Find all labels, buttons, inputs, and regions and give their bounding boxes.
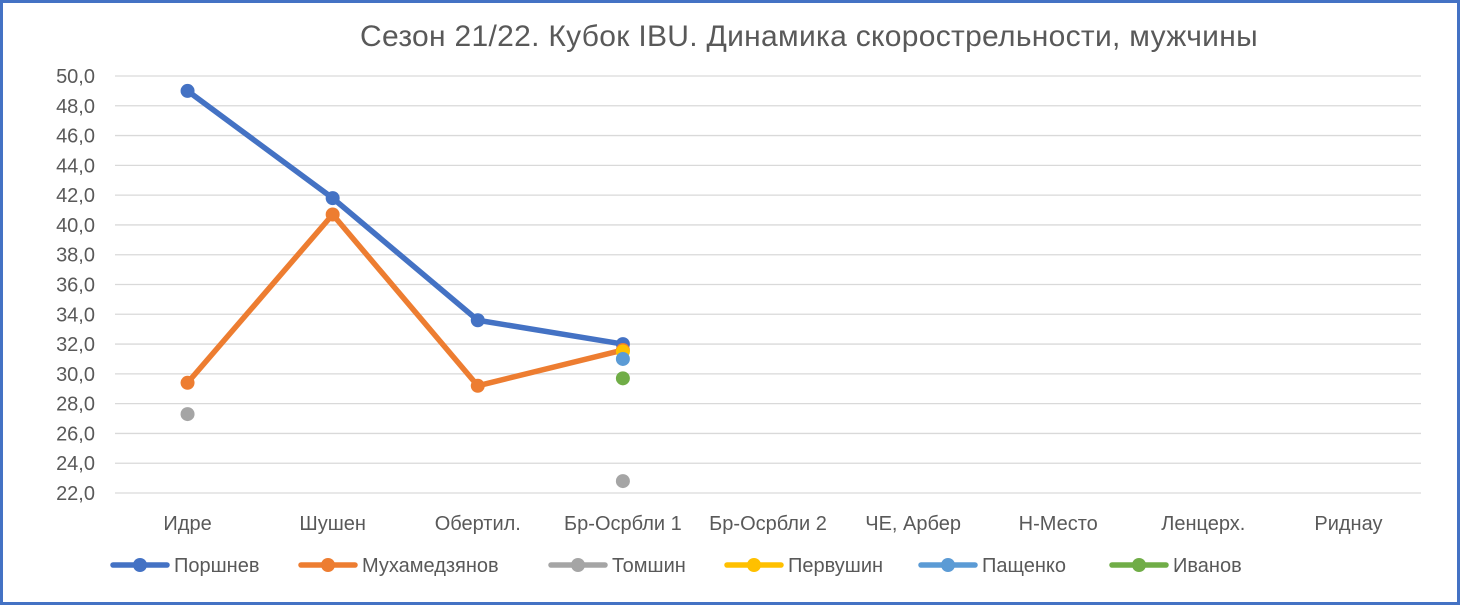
data-point: [615, 474, 630, 489]
legend-label: Поршнев: [174, 555, 259, 577]
data-point: [180, 83, 195, 98]
data-point: [325, 191, 340, 206]
data-point: [615, 371, 630, 386]
y-tick-label: 42,0: [56, 185, 95, 207]
x-tick-label: Ленцерх.: [1161, 513, 1245, 535]
series-line: [184, 88, 626, 347]
x-tick-label: Обертил.: [435, 513, 521, 535]
series-поршнев: [180, 83, 630, 352]
series-line: [184, 211, 626, 389]
y-tick-label: 22,0: [56, 483, 95, 505]
y-tick-label: 46,0: [56, 126, 95, 148]
x-tick-label: Риднау: [1314, 513, 1382, 535]
series-layer: [180, 83, 630, 489]
y-tick-label: 36,0: [56, 275, 95, 297]
legend-label: Первушин: [788, 555, 883, 577]
data-point: [615, 351, 630, 366]
legend: Поршнев Мухамедзянов Томшин Первушин Пащенко…: [110, 555, 1242, 577]
data-point: [470, 313, 485, 328]
legend-item-мухамедзянов: Мухамедзянов: [298, 555, 499, 577]
series-иванов: [615, 371, 630, 386]
legend-marker: [747, 558, 761, 572]
x-tick-label: ЧЕ, Арбер: [865, 513, 961, 535]
chart-title: Сезон 21/22. Кубок IBU. Динамика скорост…: [360, 20, 1258, 53]
legend-marker: [1132, 558, 1146, 572]
y-tick-label: 50,0: [56, 66, 95, 88]
x-tick-label: Бр-Осрбли 2: [709, 513, 827, 535]
legend-label: Томшин: [612, 555, 686, 577]
legend-item-поршнев: Поршнев: [110, 555, 259, 577]
gridlines: [115, 75, 1421, 494]
series-пащенко: [615, 351, 630, 366]
y-tick-label: 28,0: [56, 394, 95, 416]
y-tick-label: 24,0: [56, 453, 95, 475]
legend-label: Иванов: [1173, 555, 1242, 577]
legend-item-пащенко: Пащенко: [918, 555, 1066, 577]
x-tick-label: Н-Место: [1019, 513, 1098, 535]
legend-marker: [941, 558, 955, 572]
legend-marker: [571, 558, 585, 572]
legend-label: Мухамедзянов: [362, 555, 499, 577]
x-axis-ticks: Идре Шушен Обертил. Бр-Осрбли 1 Бр-Осрбли 2 Ч…: [163, 513, 1382, 535]
line-chart: Сезон 21/22. Кубок IBU. Динамика скорост…: [56, 20, 1421, 577]
y-axis-ticks: 22,0 24,0 26,0 28,0 30,0 32,0 34,0 36,0 38,0 40,0…: [56, 66, 95, 505]
y-tick-label: 38,0: [56, 245, 95, 267]
x-tick-label: Бр-Осрбли 1: [564, 513, 682, 535]
x-tick-label: Шушен: [299, 513, 366, 535]
y-tick-label: 44,0: [56, 155, 95, 177]
legend-label: Пащенко: [982, 555, 1066, 577]
legend-item-томшин: Томшин: [548, 555, 686, 577]
x-tick-label: Идре: [163, 513, 211, 535]
data-point: [325, 207, 340, 222]
legend-marker: [133, 558, 147, 572]
y-tick-label: 26,0: [56, 423, 95, 445]
series-томшин: [180, 407, 630, 489]
data-point: [180, 375, 195, 390]
y-tick-label: 34,0: [56, 304, 95, 326]
y-tick-label: 32,0: [56, 334, 95, 356]
legend-item-иванов: Иванов: [1109, 555, 1242, 577]
y-tick-label: 40,0: [56, 215, 95, 237]
y-tick-label: 48,0: [56, 96, 95, 118]
legend-item-первушин: Первушин: [724, 555, 883, 577]
data-point: [180, 407, 195, 422]
legend-marker: [321, 558, 335, 572]
series-мухамедзянов: [180, 207, 630, 393]
data-point: [470, 378, 485, 393]
y-tick-label: 30,0: [56, 364, 95, 386]
